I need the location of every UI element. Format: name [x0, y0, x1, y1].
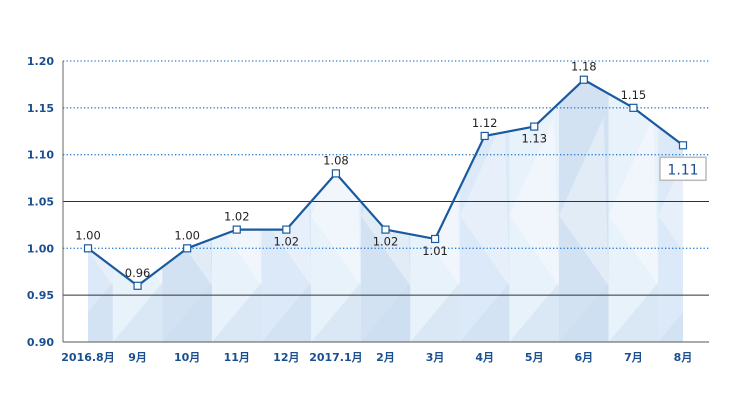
- data-point: [629, 103, 638, 112]
- data-point: [430, 234, 440, 244]
- data-label: 1.13: [521, 132, 547, 146]
- data-point: [381, 225, 390, 234]
- gridlines: [63, 60, 709, 343]
- data-point: [133, 281, 142, 290]
- x-tick-label: 8月: [674, 351, 693, 364]
- y-axis-ticks: 0.90 0.95 1.00 1.05 1.10 1.15 1.20: [27, 55, 54, 349]
- x-tick-label: 9月: [128, 351, 147, 364]
- x-tick-label: 12月: [273, 351, 299, 364]
- data-point: [678, 141, 688, 150]
- data-label: 1.02: [373, 235, 399, 249]
- data-point: [183, 244, 192, 253]
- data-label: 1.18: [571, 60, 597, 74]
- x-tick-label: 2017.1月: [309, 351, 362, 364]
- x-tick-label: 6月: [575, 351, 594, 364]
- data-label: 1.02: [224, 210, 250, 224]
- y-tick-label: 0.95: [27, 289, 54, 302]
- data-label: 1.02: [274, 235, 300, 249]
- last-value-box: [659, 156, 707, 182]
- data-point: [83, 244, 93, 253]
- data-label: 0.96: [125, 266, 151, 280]
- x-axis-ticks: 2016.8月 9月 10月 11月 12月 2017.1月 2月 3月 4月 5月 6月 7月 8月: [61, 351, 692, 364]
- area-facet: [311, 282, 361, 342]
- data-point: [282, 225, 291, 234]
- area-facet: [211, 282, 262, 342]
- area-facet: [608, 282, 659, 342]
- data-label: 1.11: [667, 162, 698, 178]
- area-facet: [360, 282, 411, 342]
- x-tick-label: 7月: [624, 351, 643, 364]
- area-band: [608, 79, 659, 342]
- y-tick-label: 1.20: [27, 55, 54, 68]
- data-point: [480, 131, 489, 141]
- data-label: 1.01: [422, 244, 448, 258]
- data-label: 1.08: [323, 153, 349, 167]
- x-tick-label: 4月: [475, 351, 494, 364]
- data-point: [331, 169, 341, 178]
- area-facet: [88, 282, 113, 342]
- x-tick-label: 10月: [174, 351, 200, 364]
- x-tick-label: 11月: [224, 351, 250, 364]
- area-facet: [559, 282, 609, 342]
- data-point: [579, 75, 588, 84]
- data-label: 1.00: [174, 228, 200, 242]
- y-tick-label: 1.15: [27, 102, 54, 115]
- data-labels: 1.00 0.96 1.00 1.02 1.02 1.08 1.02 1.01 1.12 1.13…: [75, 60, 707, 280]
- x-tick-label: 2016.8月: [61, 351, 114, 364]
- area-facet: [261, 282, 312, 342]
- y-tick-label: 1.00: [27, 242, 54, 255]
- y-tick-label: 0.90: [27, 336, 54, 349]
- data-point: [530, 122, 539, 131]
- area-facet: [459, 282, 510, 342]
- area-facet: [410, 282, 460, 342]
- data-point: [232, 225, 241, 234]
- x-tick-label: 3月: [426, 351, 445, 364]
- data-label: 1.15: [621, 88, 647, 102]
- area-facet: [112, 282, 163, 342]
- area-facet: [162, 282, 212, 342]
- data-label: 1.00: [75, 228, 101, 242]
- x-tick-label: 2月: [376, 351, 395, 364]
- area-facet: [509, 282, 560, 342]
- x-tick-label: 5月: [525, 351, 544, 364]
- y-tick-label: 1.10: [27, 149, 54, 162]
- area-band: [559, 79, 609, 342]
- data-label: 1.12: [472, 116, 498, 130]
- y-tick-label: 1.05: [27, 196, 54, 209]
- data-markers: [83, 75, 688, 290]
